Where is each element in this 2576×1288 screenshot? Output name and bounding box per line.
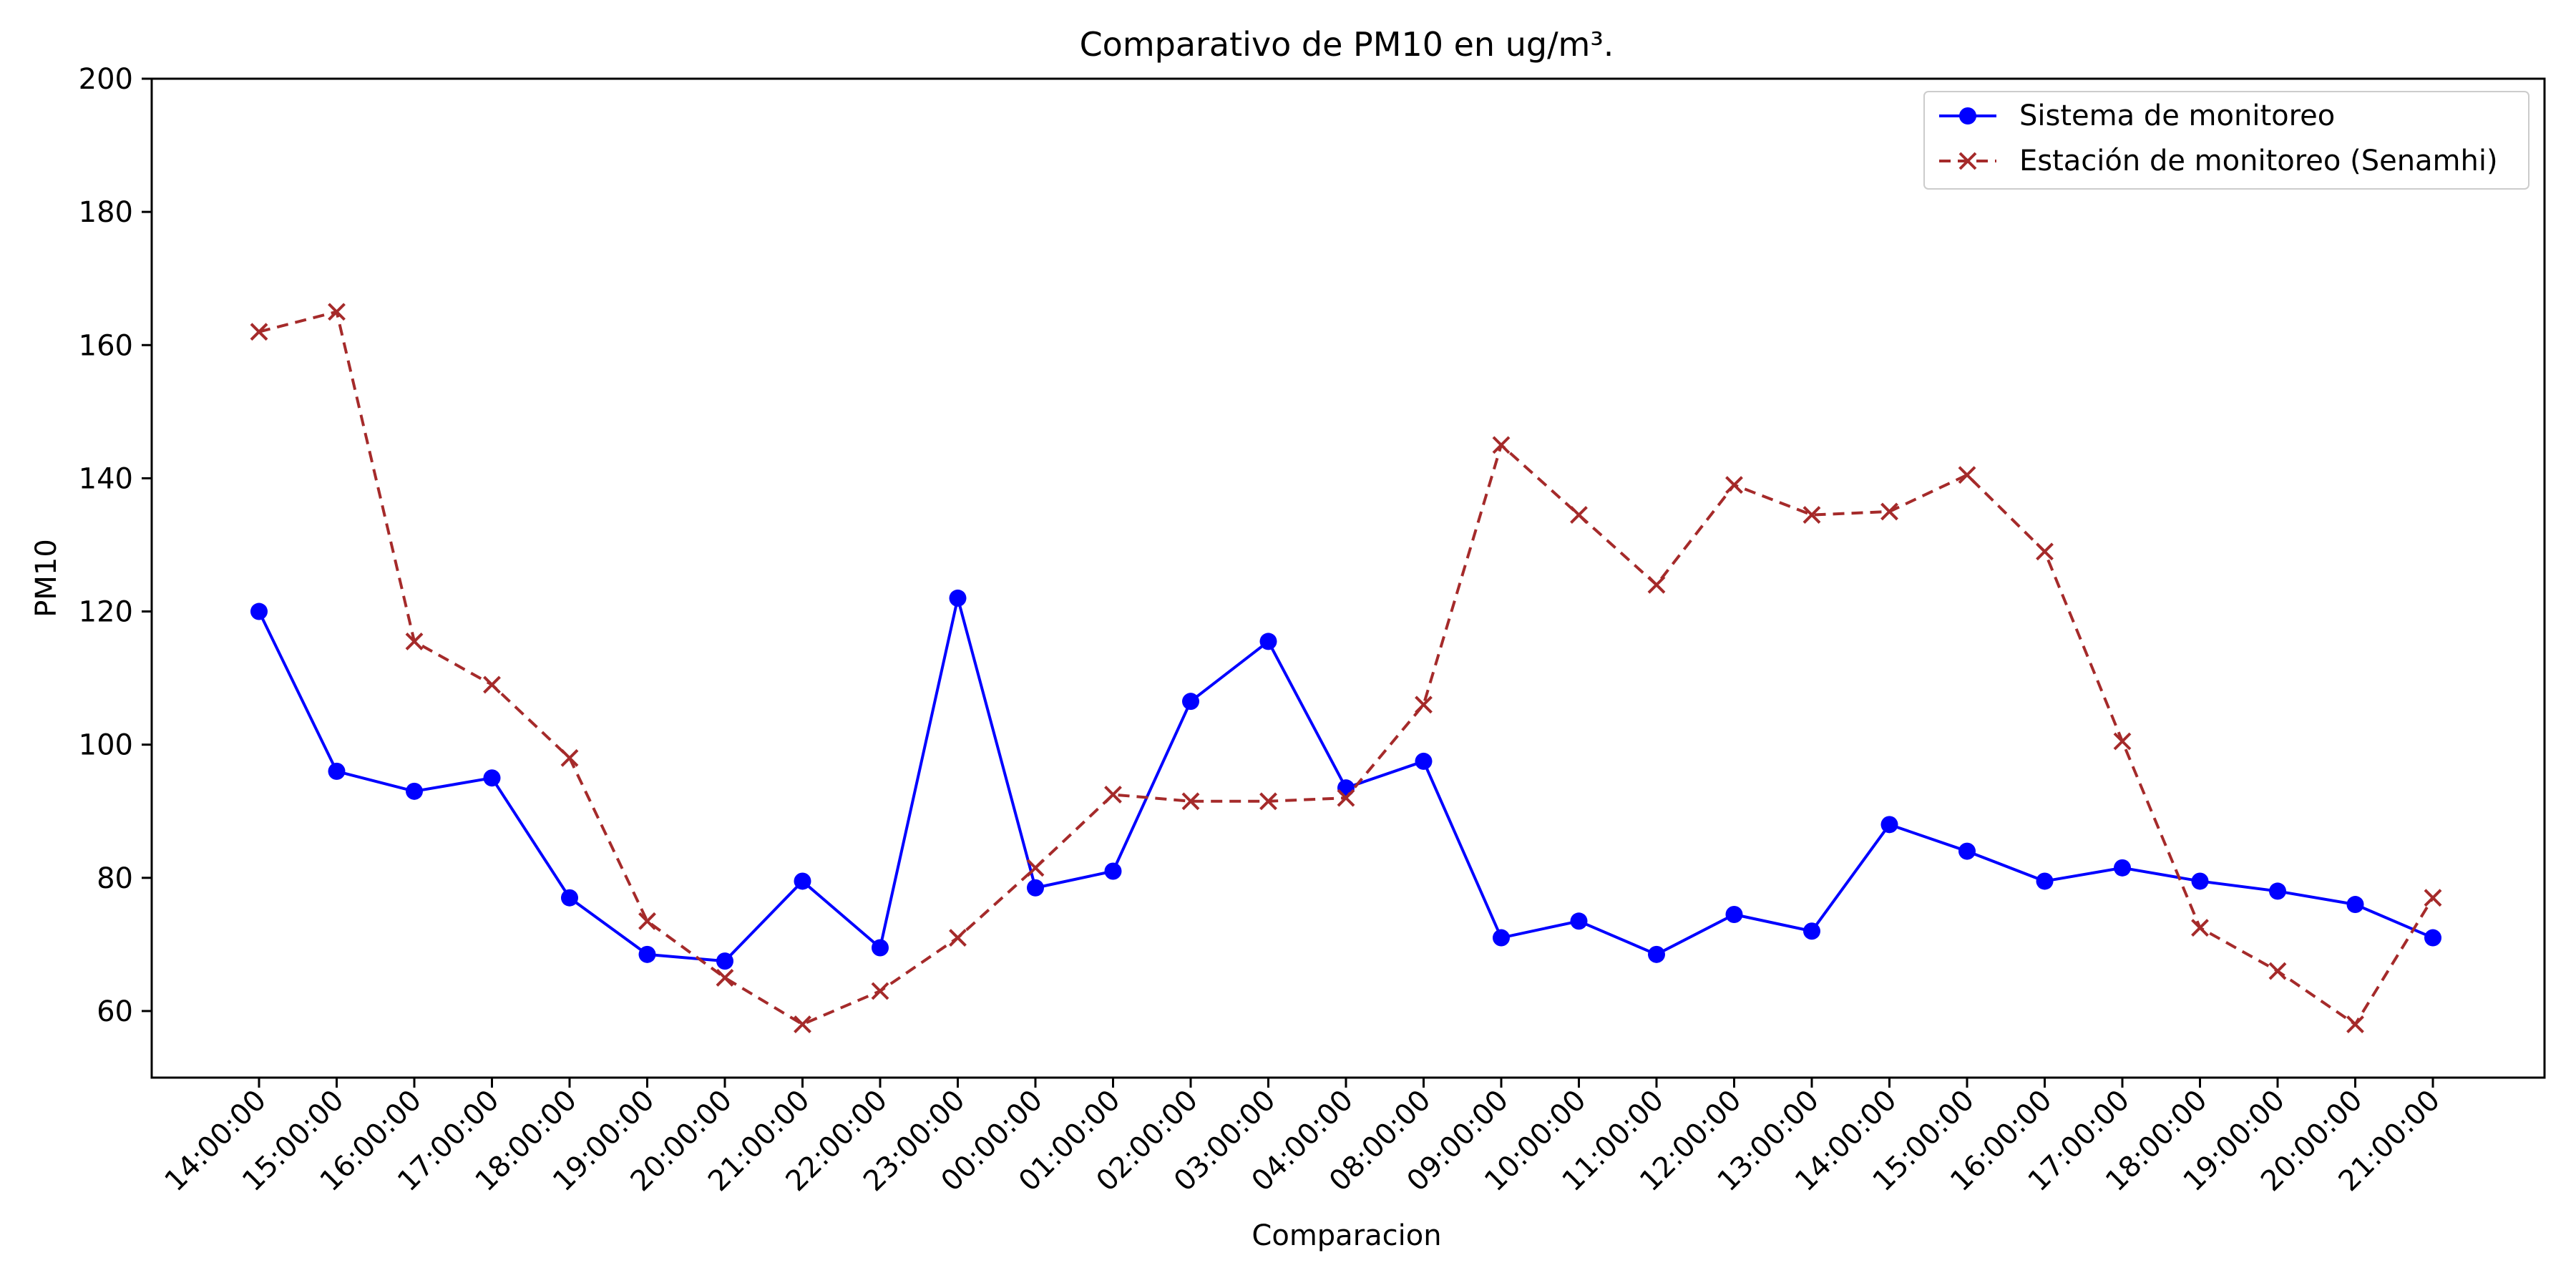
plot-frame (150, 77, 2546, 1079)
data-point-sistema (2191, 872, 2209, 890)
data-point-sistema (406, 782, 423, 800)
data-point-sistema (794, 872, 811, 890)
data-point-sistema (2114, 859, 2131, 877)
data-point-sistema (1803, 922, 1820, 940)
y-axis: 60 80 100 120 140 160 180 200 (79, 63, 152, 1028)
data-point-senamhi (405, 632, 424, 650)
series-layer (250, 303, 2442, 1033)
y-tick-label: 200 (79, 63, 133, 96)
data-point-senamhi (1570, 506, 1588, 525)
data-point-senamhi (1415, 696, 1433, 714)
data-point-senamhi (1181, 792, 1200, 811)
data-point-sistema (1337, 779, 1355, 797)
data-point-sistema (2269, 882, 2286, 900)
data-point-senamhi (1958, 466, 1976, 484)
data-point-senamhi (794, 1015, 811, 1033)
data-point-senamhi (1259, 792, 1277, 811)
plot-area (150, 77, 2546, 1079)
data-point-senamhi (1647, 575, 1666, 594)
data-point-senamhi (560, 748, 579, 767)
y-axis-label: PM10 (30, 539, 63, 618)
y-tick-label: 80 (97, 862, 133, 895)
data-point-senamhi (1026, 859, 1045, 877)
data-point-senamhi (2346, 1015, 2364, 1033)
legend-label-senamhi: Estación de monitoreo (Senamhi) (2019, 145, 2498, 177)
data-point-sistema (250, 602, 268, 620)
data-point-sistema (483, 769, 501, 787)
y-tick-label: 160 (79, 329, 133, 362)
data-point-senamhi (1802, 506, 1821, 525)
data-point-sistema (561, 889, 578, 907)
data-point-sistema (1880, 816, 1898, 834)
data-point-senamhi (483, 675, 501, 694)
data-point-senamhi (2113, 732, 2132, 751)
legend: Sistema de monitoreo Estación de monitor… (1923, 91, 2529, 190)
data-point-senamhi (949, 929, 967, 947)
legend-label-sistema: Sistema de monitoreo (2019, 99, 2335, 132)
data-point-sistema (1104, 862, 1122, 880)
data-point-sistema (2346, 896, 2364, 914)
data-point-sistema (1570, 912, 1588, 930)
y-tick-label: 120 (79, 596, 133, 629)
data-point-senamhi (1725, 476, 1743, 494)
data-point-sistema (1415, 752, 1433, 770)
data-point-sistema (2424, 929, 2441, 947)
chart-title: Comparativo de PM10 en ug/m³. (1080, 25, 1614, 64)
data-point-sistema (1493, 929, 1510, 947)
legend-marker-senamhi (1958, 152, 1977, 170)
data-point-sistema (1259, 633, 1277, 650)
data-point-senamhi (2036, 542, 2054, 561)
legend-marker-sistema (1959, 107, 1976, 125)
data-point-senamhi (2268, 962, 2287, 980)
x-axis-label: Comparacion (1252, 1219, 1441, 1252)
y-tick-label: 60 (97, 995, 133, 1028)
data-point-senamhi (2424, 889, 2442, 907)
data-point-senamhi (1880, 502, 1898, 521)
data-point-sistema (1958, 842, 1976, 860)
data-point-sistema (872, 939, 889, 957)
data-point-sistema (1182, 693, 1199, 711)
data-point-senamhi (638, 912, 656, 930)
data-point-sistema (638, 945, 656, 963)
data-point-senamhi (250, 323, 268, 341)
data-point-senamhi (871, 982, 889, 1000)
y-tick-label: 180 (79, 196, 133, 229)
data-point-sistema (1027, 879, 1044, 897)
legend-box (1923, 91, 2529, 190)
data-point-senamhi (1492, 436, 1511, 454)
data-point-senamhi (716, 968, 734, 987)
data-point-sistema (2036, 872, 2054, 890)
data-point-sistema (328, 762, 346, 780)
data-point-sistema (1725, 905, 1743, 923)
y-tick-label: 100 (79, 729, 133, 762)
data-point-sistema (1648, 945, 1665, 963)
data-point-sistema (716, 952, 733, 970)
y-tick-label: 140 (79, 462, 133, 495)
data-point-sistema (949, 589, 967, 607)
data-point-senamhi (328, 303, 346, 321)
data-point-senamhi (2191, 919, 2209, 937)
data-point-senamhi (1337, 789, 1355, 807)
data-point-senamhi (1104, 786, 1122, 804)
